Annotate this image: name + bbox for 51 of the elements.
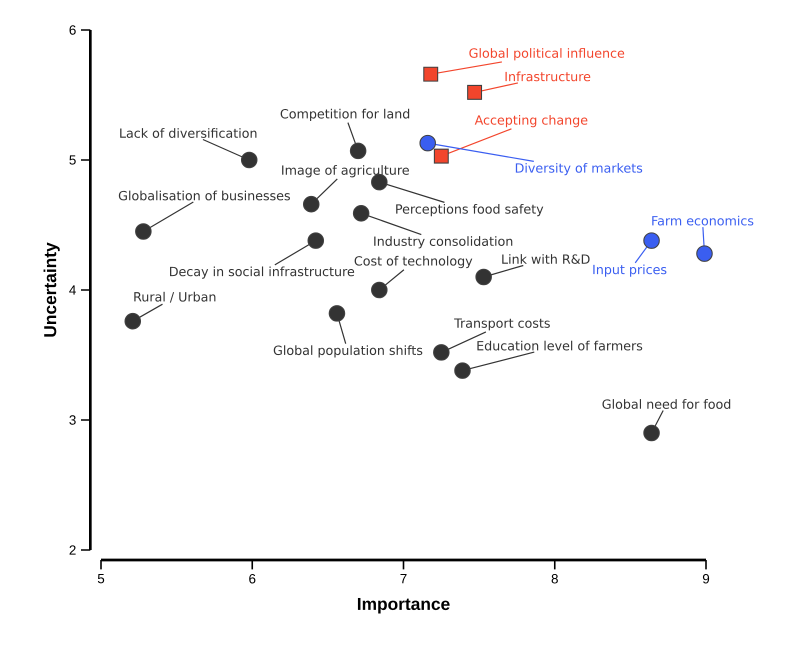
point xyxy=(135,223,152,240)
x-axis-title: Importance xyxy=(358,598,450,614)
point xyxy=(124,312,142,330)
x-tick-label: 5 xyxy=(98,574,104,584)
annotation: Competition for land xyxy=(280,108,410,122)
point xyxy=(643,424,660,442)
point xyxy=(419,134,436,152)
y-tick-label: 6 xyxy=(70,25,76,35)
point xyxy=(423,66,438,82)
annotation: Lack of diversification xyxy=(120,128,256,138)
point xyxy=(302,196,320,212)
point xyxy=(352,205,370,222)
point xyxy=(434,148,449,164)
point xyxy=(696,245,713,262)
y-tick-label: 4 xyxy=(69,285,76,295)
y-tick-label: 2 xyxy=(70,545,76,555)
annotation: Link with R&D xyxy=(502,254,590,264)
annotation: Education level of farmers xyxy=(477,340,642,351)
annotation: Global population shifts xyxy=(274,345,422,358)
x-tick-label: 7 xyxy=(400,574,407,584)
y-tick-label: 5 xyxy=(69,155,76,165)
point xyxy=(371,282,388,298)
point xyxy=(643,232,660,249)
point xyxy=(328,305,346,322)
point xyxy=(467,84,482,100)
annotation: Global political influence xyxy=(469,48,624,60)
annotation: Perceptions food safety xyxy=(396,204,544,216)
annotation: Infrastructure xyxy=(505,72,590,82)
annotation: Image of agriculture xyxy=(282,165,409,178)
annotation: Transport costs xyxy=(454,318,550,330)
point xyxy=(350,142,366,160)
point xyxy=(308,232,324,249)
y-tick-label: 3 xyxy=(69,415,76,425)
x-tick-label: 9 xyxy=(702,574,710,584)
x-tick-label: 8 xyxy=(552,574,558,584)
y-axis-title: Uncertainty xyxy=(44,242,60,337)
point xyxy=(433,344,450,361)
annotation: Rural / Urban xyxy=(134,292,216,303)
x-tick-label: 6 xyxy=(249,574,256,584)
point xyxy=(454,362,471,379)
annotation: Farm economics xyxy=(652,216,754,226)
annotation: Globalisation of businesses xyxy=(118,190,290,200)
annotation: Industry consolidation xyxy=(374,236,512,248)
annotation: Input prices xyxy=(593,264,666,277)
annotation: Decay in social infrastructure xyxy=(170,266,354,279)
point xyxy=(475,268,492,286)
annotation: Cost of technology xyxy=(354,256,472,268)
annotation: Accepting change xyxy=(474,114,588,128)
point xyxy=(240,152,258,168)
annotation: Global need for food xyxy=(602,399,730,409)
annotation: Diversity of markets xyxy=(516,162,642,176)
